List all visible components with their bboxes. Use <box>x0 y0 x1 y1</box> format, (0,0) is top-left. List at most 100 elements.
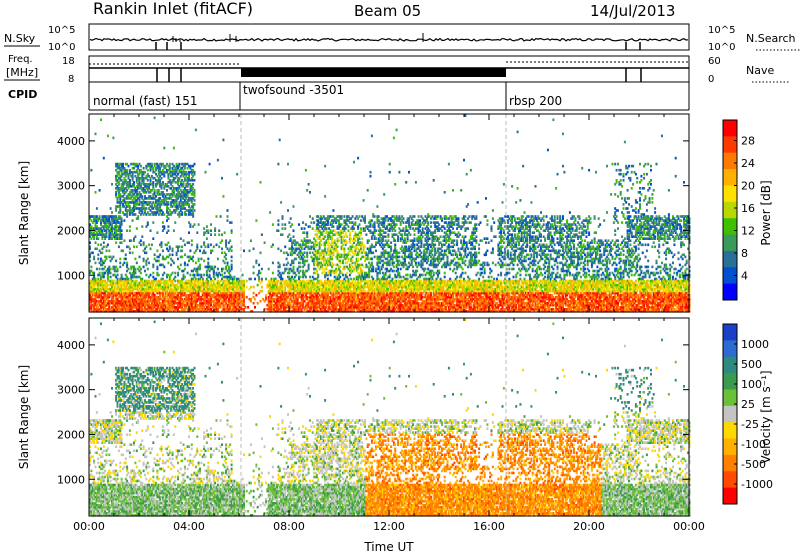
power-cell <box>104 285 107 289</box>
power-cell <box>117 295 120 299</box>
power-cell <box>145 187 148 190</box>
power-cell <box>303 255 306 259</box>
power-cell <box>126 170 129 174</box>
power-cell <box>159 193 162 196</box>
power-cell <box>150 281 153 285</box>
power-cell <box>94 229 97 232</box>
power-cell <box>120 179 123 182</box>
power-cell <box>97 227 100 230</box>
power-cell <box>104 281 107 285</box>
power-cell <box>117 281 120 285</box>
power-cell <box>116 225 119 228</box>
power-cell <box>126 211 129 214</box>
power-cell <box>166 273 168 277</box>
power-cell <box>258 263 261 267</box>
power-cell <box>168 162 171 166</box>
power-cell <box>189 273 192 277</box>
power-cell <box>135 287 138 291</box>
power-cell <box>120 241 123 244</box>
power-cell <box>124 181 127 184</box>
power-cell <box>145 279 148 283</box>
power-cell <box>100 118 102 122</box>
power-cell <box>124 287 127 291</box>
power-cell <box>157 172 160 176</box>
power-cell <box>116 301 119 305</box>
power-cell <box>119 179 122 182</box>
power-cell <box>170 287 173 291</box>
power-cell <box>115 231 118 234</box>
power-cell <box>124 207 127 210</box>
power-cell <box>163 203 166 206</box>
power-cell <box>324 164 327 168</box>
power-cell <box>123 219 126 222</box>
power-cell <box>148 203 151 206</box>
power-cell <box>124 291 127 295</box>
power-cell <box>104 229 107 232</box>
power-cell <box>102 303 105 307</box>
power-cell <box>142 297 145 301</box>
power-cell <box>135 207 138 210</box>
power-cell <box>127 201 130 204</box>
power-cell <box>226 219 229 222</box>
power-cell <box>116 162 119 166</box>
power-cell <box>309 275 311 279</box>
power-cell <box>135 295 138 299</box>
power-cell <box>361 237 364 240</box>
power-cell <box>109 259 112 263</box>
power-cell <box>150 207 153 210</box>
power-cell <box>171 301 174 305</box>
power-cell <box>259 299 262 303</box>
power-cell <box>159 285 162 289</box>
power-cell <box>146 168 149 172</box>
power-cell <box>119 303 122 307</box>
power-cell <box>137 303 140 307</box>
power-cell <box>167 308 170 311</box>
power-cell <box>148 293 151 297</box>
power-cell <box>100 301 102 305</box>
power-cell <box>102 299 105 303</box>
power-cell <box>166 243 168 247</box>
power-cell <box>127 306 130 309</box>
power-cell <box>167 301 170 305</box>
power-cell <box>142 181 145 184</box>
power-cell <box>131 310 134 313</box>
power-cell <box>210 233 212 236</box>
power-cell <box>120 303 123 307</box>
power-cell <box>101 295 104 299</box>
power-cell <box>104 217 107 220</box>
power-cell <box>89 299 91 303</box>
power-cell <box>156 183 159 186</box>
power-cell <box>101 291 104 295</box>
power-cell <box>340 253 343 257</box>
power-cell <box>295 273 298 277</box>
power-cell <box>109 221 112 224</box>
power-cell <box>119 195 122 198</box>
power-cell <box>145 166 148 170</box>
power-cell <box>109 235 112 238</box>
power-cell <box>128 289 131 293</box>
power-cell <box>113 221 116 224</box>
power-cell <box>161 249 164 253</box>
power-cell <box>135 176 138 180</box>
power-cell <box>150 197 153 200</box>
power-cell <box>157 303 160 307</box>
power-cell <box>287 209 289 212</box>
power-cell <box>142 308 145 311</box>
power-cell <box>102 308 105 311</box>
power-cell <box>139 277 142 281</box>
power-cell <box>159 197 162 200</box>
power-cell <box>111 308 113 311</box>
power-cell <box>144 189 146 192</box>
power-cell <box>137 295 140 299</box>
power-cell <box>141 301 144 305</box>
power-cell <box>115 183 118 186</box>
power-cell <box>101 263 104 267</box>
power-cell <box>100 243 102 247</box>
power-cell <box>156 191 159 194</box>
nave-label: Nave <box>746 64 774 77</box>
power-cell <box>123 257 126 261</box>
power-cell <box>128 201 131 204</box>
power-cell <box>145 201 148 204</box>
power-cell <box>171 247 174 251</box>
power-cell <box>157 209 160 212</box>
